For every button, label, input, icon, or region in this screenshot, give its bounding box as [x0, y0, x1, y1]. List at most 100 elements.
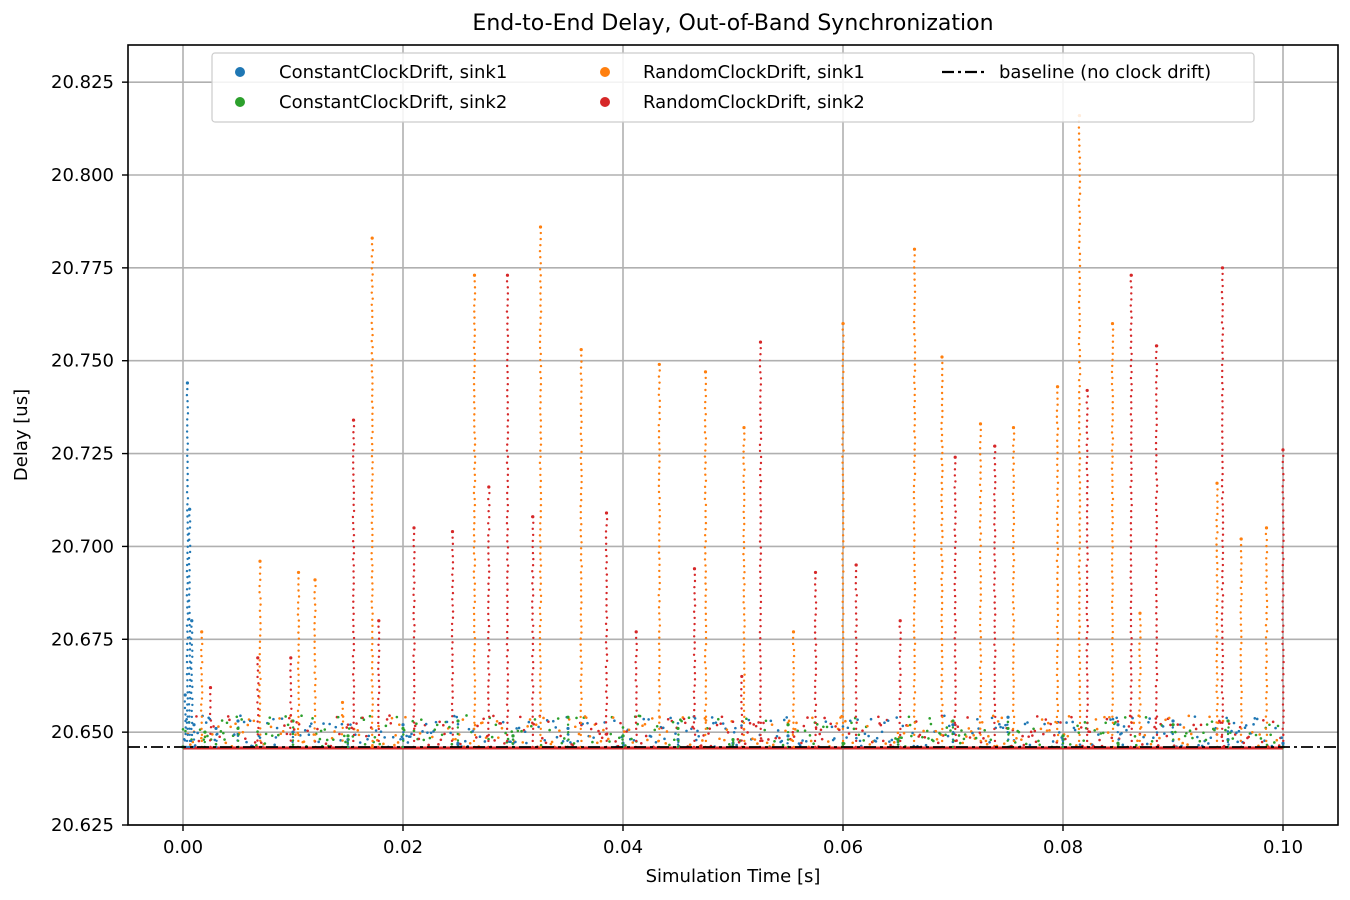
floor-point — [650, 717, 654, 720]
spike-point — [539, 503, 543, 507]
spike-point — [742, 685, 746, 688]
spike-point — [940, 493, 943, 497]
floor-point — [894, 737, 897, 740]
spike-point — [538, 340, 542, 344]
spike-point — [1282, 709, 1285, 712]
spike-point — [1078, 384, 1081, 388]
spike-point — [1226, 739, 1230, 742]
floor-point — [960, 729, 963, 732]
spike-point — [1221, 466, 1224, 470]
spike-point — [473, 721, 476, 725]
floor-point — [217, 725, 220, 728]
spike-point — [954, 619, 957, 622]
spike-point — [913, 703, 916, 706]
floor-point — [1158, 736, 1161, 740]
spike-point — [759, 552, 763, 555]
spike-point — [539, 661, 542, 664]
spike-point — [531, 606, 534, 609]
spike-point — [539, 739, 543, 743]
floor-point — [1236, 740, 1239, 744]
floor-point — [762, 721, 765, 725]
series-2-point — [340, 700, 345, 705]
spike-point — [743, 667, 746, 670]
spike-point — [740, 700, 743, 704]
spike-point — [1078, 372, 1082, 376]
spike-point — [487, 721, 490, 725]
floor-point — [499, 722, 503, 725]
spike-point — [579, 426, 583, 430]
spike-point — [412, 678, 416, 682]
floor-point — [1053, 733, 1056, 737]
spike-point — [473, 703, 477, 706]
spike-point — [692, 610, 696, 613]
spike-point — [191, 685, 194, 689]
series-0-point — [456, 741, 460, 745]
spike-point — [1012, 595, 1015, 598]
spike-point — [1139, 666, 1142, 670]
spike-point — [488, 528, 491, 531]
spike-point — [352, 600, 355, 603]
spike-point — [740, 681, 743, 685]
floor-point — [374, 729, 378, 732]
floor-point — [211, 733, 214, 736]
spike-point — [186, 685, 189, 688]
spike-point — [506, 697, 509, 700]
spike-point — [742, 679, 746, 682]
spike-point — [1110, 667, 1114, 670]
spike-point — [758, 564, 762, 567]
spike-point — [658, 654, 661, 658]
floor-point — [343, 734, 346, 738]
spike-point — [377, 709, 380, 713]
spike-point — [1215, 537, 1218, 540]
spike-point — [1078, 463, 1081, 466]
spike-point — [1221, 539, 1224, 542]
floor-point — [725, 728, 729, 731]
spike-point — [506, 455, 510, 458]
floor-point — [847, 732, 851, 735]
spike-point — [451, 665, 454, 669]
spike-point — [993, 601, 996, 604]
floor-point — [1174, 730, 1177, 734]
spike-point — [1086, 618, 1089, 622]
spike-point — [1282, 454, 1285, 458]
spike-point — [1056, 439, 1059, 442]
floor-point — [398, 723, 401, 726]
spike-point — [1078, 595, 1081, 598]
spike-point — [912, 551, 916, 554]
spike-point — [1215, 684, 1218, 687]
floor-point — [291, 743, 295, 746]
spike-point — [487, 745, 490, 749]
spike-point — [297, 619, 301, 622]
spike-point — [1078, 499, 1082, 502]
spike-point — [488, 649, 491, 652]
spike-point — [953, 721, 957, 725]
spike-point — [994, 655, 997, 658]
spike-point — [487, 600, 490, 604]
spike-point — [472, 661, 476, 664]
floor-point — [1073, 728, 1077, 732]
spike-point — [188, 733, 192, 737]
spike-point — [1078, 709, 1082, 713]
spike-point — [1078, 631, 1081, 634]
spike-point — [1078, 715, 1082, 719]
spike-point — [259, 677, 262, 681]
spike-point — [1138, 739, 1141, 743]
floor-point — [589, 727, 593, 731]
spike-point — [352, 552, 356, 555]
floor-point — [664, 742, 668, 745]
floor-point — [774, 736, 778, 740]
spike-point — [693, 579, 697, 583]
spike-point — [506, 413, 510, 416]
spike-point — [635, 697, 638, 700]
spike-point — [487, 697, 490, 700]
floor-point — [682, 717, 686, 721]
spike-point — [658, 727, 661, 730]
floor-point — [740, 724, 743, 727]
floor-point — [1104, 721, 1107, 725]
spike-point — [186, 648, 189, 652]
spike-point — [658, 515, 662, 518]
spike-point — [1078, 601, 1081, 604]
spike-point — [1155, 636, 1158, 639]
floor-point — [453, 714, 456, 718]
floor-point — [987, 734, 990, 738]
